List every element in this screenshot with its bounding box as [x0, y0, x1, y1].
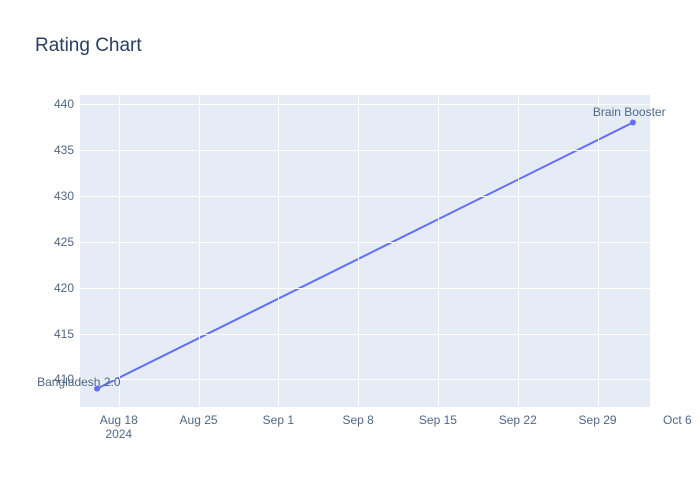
chart-title: Rating Chart [35, 35, 142, 57]
x-tick-label: Sep 1 [263, 413, 294, 427]
y-tick-label: 435 [54, 143, 74, 157]
y-tick-label: 440 [54, 97, 74, 111]
gridline-v [199, 95, 200, 407]
y-tick-label: 420 [54, 281, 74, 295]
x-tick-label: Aug 182024 [100, 413, 138, 441]
gridline-h [80, 288, 650, 289]
gridline-h [80, 334, 650, 335]
gridline-h [80, 196, 650, 197]
point-label: Brain Booster [593, 105, 666, 119]
gridline-v [598, 95, 599, 407]
gridline-v [119, 95, 120, 407]
x-tick-label: Sep 8 [342, 413, 373, 427]
gridline-h [80, 104, 650, 105]
gridline-v [518, 95, 519, 407]
x-tick-label: Oct 6 [663, 413, 692, 427]
gridline-h [80, 242, 650, 243]
x-tick-label: Aug 25 [180, 413, 218, 427]
x-tick-label: Sep 15 [419, 413, 457, 427]
gridline-v [358, 95, 359, 407]
gridline-h [80, 150, 650, 151]
gridline-v [278, 95, 279, 407]
x-tick-label: Sep 29 [579, 413, 617, 427]
data-point[interactable] [630, 120, 636, 126]
y-tick-label: 415 [54, 327, 74, 341]
point-label: Bangladesh 2.0 [37, 375, 120, 389]
x-tick-label: Sep 22 [499, 413, 537, 427]
gridline-h [80, 379, 650, 380]
gridline-v [438, 95, 439, 407]
chart-svg [80, 95, 650, 407]
y-tick-label: 430 [54, 189, 74, 203]
data-line [97, 123, 633, 389]
y-tick-label: 425 [54, 235, 74, 249]
plot-area [80, 95, 650, 407]
